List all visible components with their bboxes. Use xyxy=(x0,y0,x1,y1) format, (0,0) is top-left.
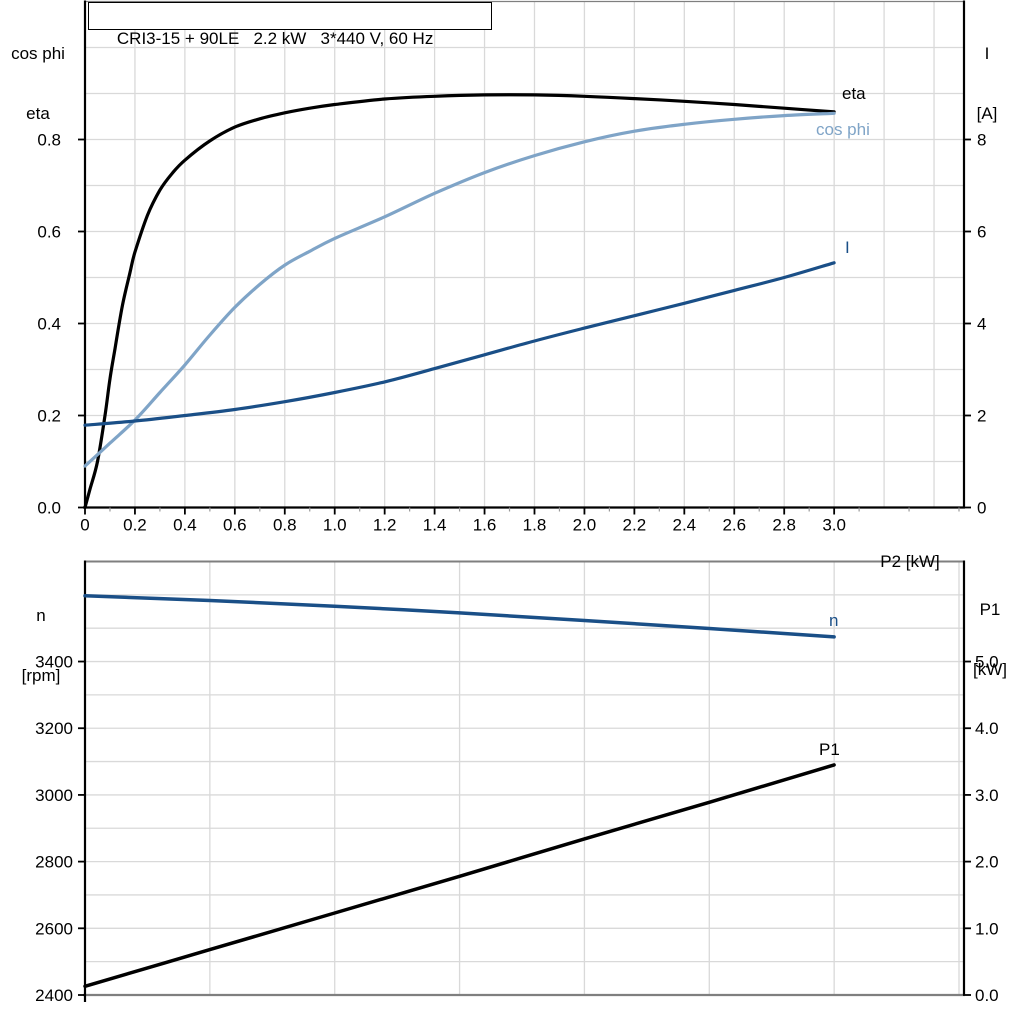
bottom-right-axis-title: P1 [kW] xyxy=(959,560,1021,720)
p1-axis-title-line1: P1 xyxy=(979,600,1001,619)
right-axis-title-line2: [A] xyxy=(976,104,998,123)
x-tick-label: 0.2 xyxy=(123,516,147,535)
curve-label-speed: n xyxy=(829,611,839,630)
y-left-tick-label: 0.0 xyxy=(37,499,61,518)
curve-label-eta: eta xyxy=(842,84,866,103)
x-tick-label: 1.4 xyxy=(423,516,447,535)
y-left-tick-label: 0.2 xyxy=(37,407,61,426)
y-left-tick-label: 0.6 xyxy=(37,223,61,242)
chart-title: CRI3-15 + 90LE 2.2 kW 3*440 V, 60 Hz xyxy=(116,29,434,48)
y-right-tick-label: 2 xyxy=(977,407,986,426)
y-right-tick-label: 0.0 xyxy=(975,986,999,1005)
y-right-tick-label: 8 xyxy=(977,131,986,150)
top-left-axis-title: cos phi eta xyxy=(0,4,76,164)
y-left-tick-label: 3000 xyxy=(35,786,73,805)
y-left-tick-label: 0.4 xyxy=(37,315,61,334)
right-axis-title-line1: I xyxy=(984,44,990,63)
x-axis-title-text: P2 [kW] xyxy=(880,552,940,571)
x-axis-title: P2 [kW] xyxy=(858,512,962,612)
x-tick-label: 2.0 xyxy=(573,516,597,535)
x-tick-label: 1.8 xyxy=(523,516,547,535)
series-n-curve xyxy=(83,594,836,639)
x-tick-label: 0.8 xyxy=(273,516,297,535)
bottom-left-axis-title: n [rpm] xyxy=(2,566,80,726)
left-axis-title-line2: eta xyxy=(26,104,50,123)
y-left-tick-label: 3200 xyxy=(35,719,73,738)
series-eta-curve xyxy=(83,93,836,510)
series-I-curve xyxy=(83,261,836,427)
x-tick-label: 2.2 xyxy=(623,516,647,535)
y-left-tick-label: 2600 xyxy=(35,919,73,938)
x-tick-label: 1.6 xyxy=(473,516,497,535)
y-right-tick-label: 3.0 xyxy=(975,786,999,805)
left-axis-title-line1: cos phi xyxy=(11,44,65,63)
series-cos-phi-curve xyxy=(83,111,836,468)
x-tick-label: 1.0 xyxy=(323,516,347,535)
y-right-tick-label: 5.0 xyxy=(975,653,999,672)
y-right-tick-label: 6 xyxy=(977,223,986,242)
x-tick-label: 3.0 xyxy=(822,516,846,535)
x-tick-label: 0.4 xyxy=(173,516,197,535)
y-left-tick-label: 0.8 xyxy=(37,131,61,150)
y-left-tick-label: 2800 xyxy=(35,853,73,872)
y-right-tick-label: 4 xyxy=(977,315,986,334)
chart-title-box: CRI3-15 + 90LE 2.2 kW 3*440 V, 60 Hz xyxy=(88,2,492,48)
series-P1-curve xyxy=(83,763,836,989)
top-right-axis-title: I [A] xyxy=(958,4,1016,164)
p1-axis-title-line2: [kW] xyxy=(973,660,1007,679)
x-tick-label: 0 xyxy=(80,516,89,535)
y-right-tick-label: 4.0 xyxy=(975,719,999,738)
curve-label-cos-phi: cos phi xyxy=(816,120,870,139)
y-right-tick-label: 1.0 xyxy=(975,919,999,938)
n-axis-title-line2: [rpm] xyxy=(21,666,61,685)
x-tick-label: 1.2 xyxy=(373,516,397,535)
n-axis-title-line1: n xyxy=(36,606,46,625)
x-tick-label: 0.6 xyxy=(223,516,247,535)
y-right-tick-label: 2.0 xyxy=(975,853,999,872)
y-left-tick-label: 3400 xyxy=(35,653,73,672)
x-tick-label: 2.6 xyxy=(722,516,746,535)
x-tick-label: 2.8 xyxy=(772,516,796,535)
curve-label-current: I xyxy=(845,238,850,257)
curve-label-p1: P1 xyxy=(819,740,840,759)
x-tick-label: 2.4 xyxy=(672,516,696,535)
y-right-tick-label: 0 xyxy=(977,499,986,518)
y-left-tick-label: 2400 xyxy=(35,986,73,1005)
